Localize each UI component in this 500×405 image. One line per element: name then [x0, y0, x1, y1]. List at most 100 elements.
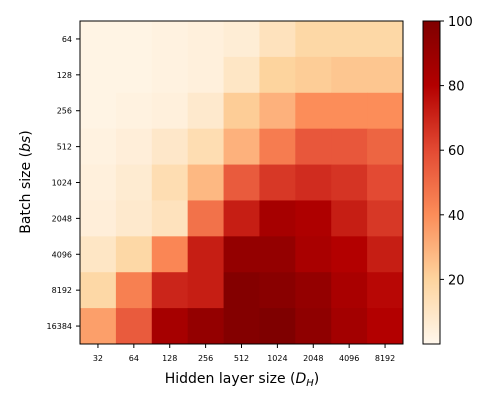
heatmap-cell: [331, 272, 368, 309]
x-tick-group: 32 64 128 256 512 1024 2048 4096 8192: [93, 344, 395, 363]
heatmap-cell: [223, 128, 260, 165]
x-tick-label: 128: [162, 354, 177, 363]
heatmap-cell: [367, 92, 404, 130]
heatmap-cell: [295, 308, 332, 345]
heatmap-cell: [80, 21, 117, 58]
heatmap-cell: [331, 21, 368, 58]
heatmap-cell: [80, 236, 117, 273]
colorbar-tick-label: 40: [448, 209, 465, 224]
heatmap-cell: [295, 128, 332, 165]
y-tick-label: 2048: [52, 214, 72, 223]
heatmap-cell: [187, 308, 224, 345]
heatmap-cell: [187, 21, 224, 58]
heatmap-cell: [187, 236, 224, 273]
heatmap-cell: [259, 56, 296, 94]
heatmap-cell: [295, 272, 332, 309]
heatmap-cell: [187, 200, 224, 237]
colorbar-tick-label: 60: [448, 144, 465, 159]
heatmap-cell: [115, 128, 153, 165]
y-tick-label: 256: [57, 107, 72, 116]
colorbar-tick-group: 20 40 60 80 100: [440, 15, 473, 288]
heatmap-cell: [223, 21, 260, 58]
heatmap-cell: [115, 56, 153, 94]
heatmap-cell: [151, 164, 189, 201]
colorbar: [422, 20, 441, 345]
heatmap-cell: [295, 92, 332, 130]
colorbar-tick-label: 80: [448, 80, 465, 95]
x-tick-label: 64: [129, 354, 139, 363]
heatmap-cell: [295, 236, 332, 273]
heatmap-cell: [331, 128, 368, 165]
heatmap-cell: [223, 272, 260, 309]
heatmap-cell: [80, 272, 117, 309]
y-tick-group: 64 128 256 512 1024 2048 4096 8192 16384: [47, 35, 80, 331]
heatmap-cell: [80, 164, 117, 201]
heatmap-cell: [223, 200, 260, 237]
x-tick-label: 8192: [375, 354, 395, 363]
y-axis-title: Batch size (bs): [18, 130, 34, 233]
heatmap-cell: [151, 128, 189, 165]
y-tick-label: 1024: [52, 179, 72, 188]
y-tick-label: 64: [62, 35, 72, 44]
heatmap-cell: [295, 164, 332, 201]
heatmap-cell: [331, 200, 368, 237]
y-tick-label: 16384: [47, 322, 72, 331]
heatmap-cell: [115, 236, 153, 273]
heatmap-cell: [80, 92, 117, 130]
heatmap-cell: [367, 164, 404, 201]
heatmap-cell: [331, 56, 368, 94]
x-tick-label: 512: [234, 354, 249, 363]
heatmap-cell: [151, 236, 189, 273]
heatmap-cell: [259, 236, 296, 273]
heatmap-cell: [187, 128, 224, 165]
x-tick-label: 1024: [267, 354, 287, 363]
y-tick-label: 4096: [52, 250, 72, 259]
heatmap-cell: [259, 21, 296, 58]
heatmap-cell: [223, 92, 260, 130]
heatmap-cell: [187, 272, 224, 309]
heatmap-cell: [367, 236, 404, 273]
heatmap-cell: [259, 308, 296, 345]
heatmap-cell: [223, 164, 260, 201]
heatmap-cell: [367, 200, 404, 237]
heatmap-cell: [259, 200, 296, 237]
heatmap-cell: [115, 92, 153, 130]
heatmap-cell: [331, 308, 368, 345]
heatmap-cell: [115, 200, 153, 237]
heatmap-cell: [331, 92, 368, 130]
heatmap-cell: [331, 236, 368, 273]
heatmap-cell: [151, 92, 189, 130]
heatmap-cell: [223, 56, 260, 94]
heatmap-cell: [151, 21, 189, 58]
x-axis-title: Hidden layer size (DH): [165, 371, 320, 389]
x-tick-label: 2048: [303, 354, 323, 363]
heatmap-cell: [187, 92, 224, 130]
heatmap-cell: [295, 200, 332, 237]
y-tick-label: 8192: [52, 286, 72, 295]
heatmap-cell: [115, 164, 153, 201]
heatmap-cell: [115, 21, 153, 58]
y-tick-label: 512: [57, 143, 72, 152]
x-tick-label: 32: [93, 354, 103, 363]
heatmap-cell: [295, 56, 332, 94]
colorbar-tick-label: 100: [448, 15, 473, 30]
heatmap-cell: [151, 56, 189, 94]
heatmap-cell: [367, 21, 404, 58]
heatmap-cell: [367, 272, 404, 309]
heatmap-cell: [187, 164, 224, 201]
heatmap-cell: [223, 308, 260, 345]
heatmap-cell: [80, 56, 117, 94]
heatmap-cells: [80, 21, 404, 345]
heatmap-cell: [367, 308, 404, 345]
heatmap-cell: [115, 272, 153, 309]
heatmap-cell: [367, 128, 404, 165]
heatmap-cell: [295, 21, 332, 58]
heatmap-cell: [259, 272, 296, 309]
heatmap-cell: [115, 308, 153, 345]
heatmap-cell: [80, 128, 117, 165]
x-tick-label: 4096: [339, 354, 359, 363]
heatmap-cell: [151, 272, 189, 309]
heatmap-cell: [187, 56, 224, 94]
